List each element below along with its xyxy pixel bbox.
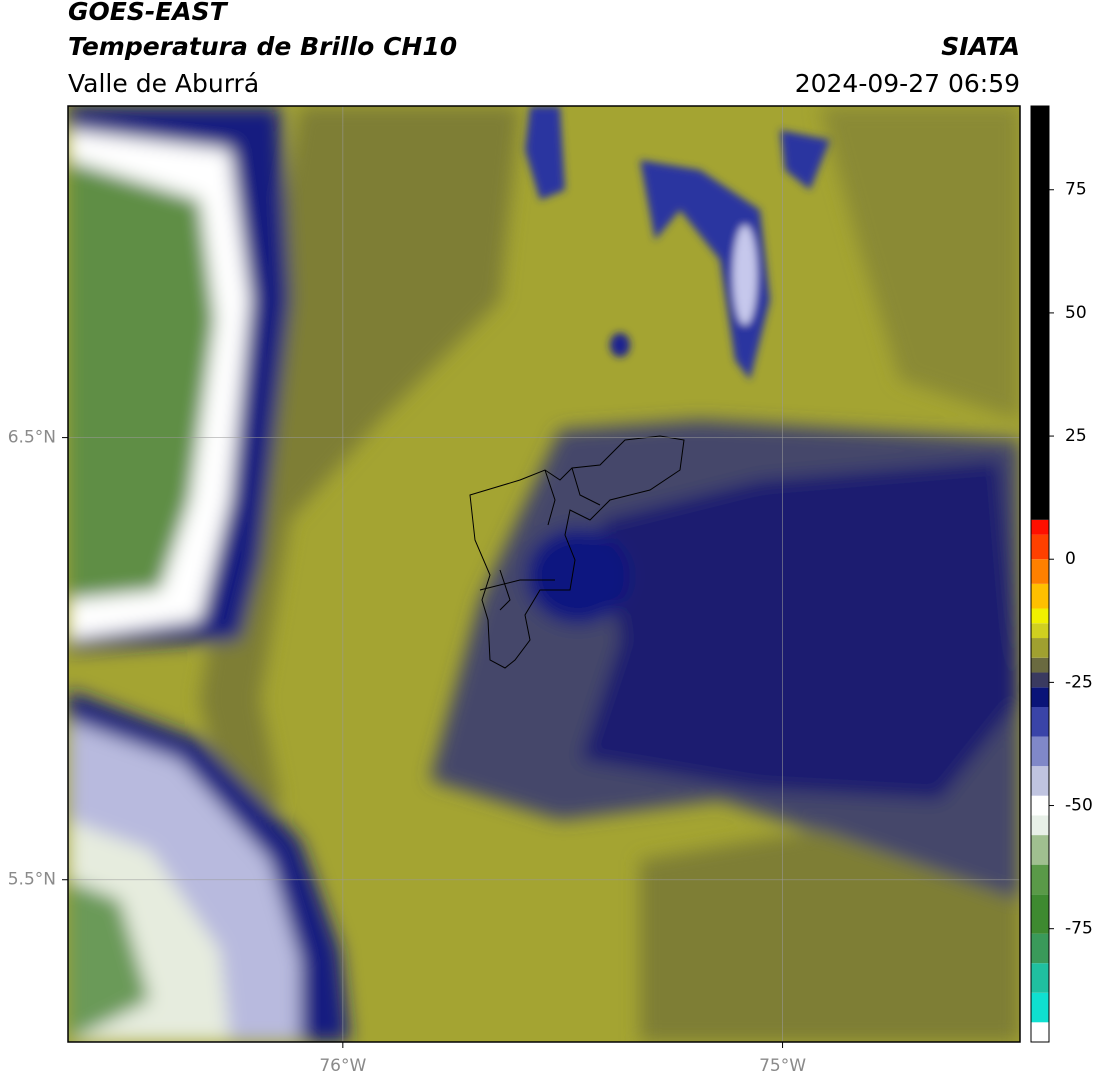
colorbar-band — [1031, 894, 1049, 934]
colorbar-label: 0 — [1065, 549, 1076, 569]
colorbar-band — [1031, 687, 1049, 708]
colorbar-band — [1031, 106, 1049, 520]
valley-boundary — [469, 435, 685, 669]
colorbar-band — [1031, 623, 1049, 639]
colorbar-label: 50 — [1065, 303, 1087, 323]
graticule: 76°W 75°W 6.5°N 5.5°N — [8, 106, 1020, 1076]
colorbar-band — [1031, 795, 1049, 816]
colorbar-band — [1031, 707, 1049, 737]
colorbar-label: -25 — [1065, 672, 1093, 692]
lon-label: 75°W — [759, 1056, 806, 1076]
colorbar-band — [1031, 534, 1049, 560]
colorbar-label: 75 — [1065, 180, 1087, 200]
cold-cell — [526, 528, 630, 624]
colorbar-label: -50 — [1065, 796, 1093, 816]
colorbar-band — [1031, 583, 1049, 609]
colorbar-label: 25 — [1065, 426, 1087, 446]
colorbar-band — [1031, 608, 1049, 624]
colorbar-band — [1031, 864, 1049, 895]
land-warm — [68, 160, 215, 600]
patch — [640, 830, 1020, 1042]
source: SIATA — [941, 32, 1020, 61]
region: Valle de Aburrá — [68, 69, 259, 98]
cloud-field — [68, 106, 1020, 1042]
colorbar-band — [1031, 559, 1049, 584]
cell — [610, 333, 630, 357]
colorbar-label: -75 — [1065, 919, 1093, 939]
colorbar-band — [1031, 815, 1049, 836]
land-warm — [68, 880, 150, 1042]
lat-label: 5.5°N — [8, 870, 56, 890]
colorbar-band — [1031, 963, 1049, 993]
colorbar-band — [1031, 736, 1049, 767]
cell — [640, 160, 770, 380]
colorbar-band — [1031, 672, 1049, 688]
colorbar-band — [1031, 1022, 1049, 1042]
cell-core — [733, 225, 757, 325]
colorbar-band — [1031, 657, 1049, 673]
colorbar-band — [1031, 638, 1049, 658]
map-frame — [67, 105, 1021, 1043]
colorbar-band — [1031, 519, 1049, 535]
satellite-image — [68, 106, 1020, 1042]
colorbar-band — [1031, 933, 1049, 964]
colorbar: 75 50 25 0 -25 -50 -75 — [1031, 106, 1093, 1042]
cell — [780, 130, 830, 190]
colorbar-band — [1031, 766, 1049, 796]
convective-cells — [525, 106, 830, 380]
title: GOES-EAST — [68, 0, 229, 26]
colorbar-band — [1031, 992, 1049, 1023]
cold-region — [580, 460, 1020, 800]
patch — [820, 106, 1020, 420]
colorbar-band — [1031, 835, 1049, 865]
timestamp: 2024-09-27 06:59 — [795, 69, 1020, 98]
lon-label: 76°W — [319, 1056, 366, 1076]
cell — [525, 106, 565, 200]
lat-label: 6.5°N — [8, 428, 56, 448]
colorbar-frame — [1030, 105, 1050, 1043]
subtitle: Temperatura de Brillo CH10 — [68, 32, 457, 61]
